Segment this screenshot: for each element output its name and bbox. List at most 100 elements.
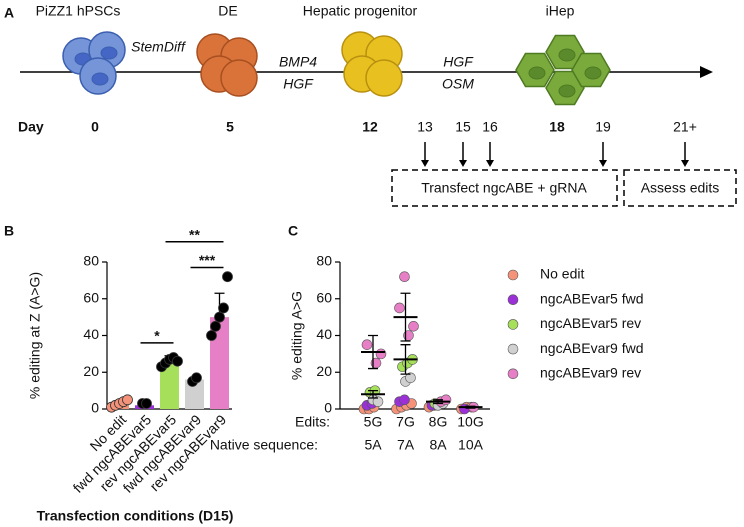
data-point bbox=[191, 372, 202, 384]
data-point bbox=[375, 348, 387, 360]
arrow-head bbox=[486, 160, 494, 167]
significance-label: *** bbox=[199, 252, 216, 268]
data-point bbox=[141, 398, 152, 409]
day-number: 12 bbox=[362, 119, 378, 135]
bar bbox=[185, 379, 204, 409]
native-label: 5A bbox=[364, 437, 382, 453]
data-point bbox=[122, 394, 133, 406]
y-axis-label: % editing A>G bbox=[289, 291, 305, 380]
panel-label: B bbox=[4, 223, 14, 239]
row-label: Edits: bbox=[295, 414, 330, 430]
y-tick-label: 80 bbox=[83, 253, 99, 269]
error-bar bbox=[433, 399, 443, 405]
day-number: 0 bbox=[91, 119, 99, 135]
arrow-head bbox=[681, 160, 689, 167]
nucleus bbox=[91, 72, 109, 86]
significance-label: * bbox=[154, 328, 160, 344]
nucleus bbox=[584, 66, 602, 80]
legend-marker bbox=[507, 294, 519, 306]
arrow-head bbox=[459, 160, 467, 167]
error-bar bbox=[400, 292, 411, 342]
y-tick-label: 0 bbox=[91, 400, 99, 416]
stage-label: iHep bbox=[546, 3, 575, 19]
factor-label: StemDiff bbox=[131, 39, 187, 55]
error-bar bbox=[368, 389, 378, 399]
day-number: 13 bbox=[417, 119, 433, 135]
day-number: 5 bbox=[226, 119, 234, 135]
native-label: 10A bbox=[458, 437, 484, 453]
factor-label: BMP4 bbox=[279, 54, 317, 70]
y-tick-label: 0 bbox=[324, 400, 332, 416]
data-point bbox=[408, 321, 419, 332]
y-axis-label: % editing at Z (A>G) bbox=[27, 272, 43, 399]
legend-marker bbox=[507, 368, 519, 380]
cell bbox=[365, 59, 403, 97]
bar bbox=[160, 361, 179, 409]
arrow-head bbox=[421, 160, 429, 167]
cell bbox=[220, 59, 258, 97]
error-bar bbox=[465, 405, 476, 409]
factor-label: HGF bbox=[443, 54, 474, 70]
legend-label: ngcABEvar5 fwd bbox=[540, 290, 644, 306]
x-tick-label: 7G bbox=[396, 414, 415, 430]
native-label: 8A bbox=[429, 437, 447, 453]
data-point bbox=[361, 339, 373, 350]
data-point bbox=[459, 403, 470, 415]
y-tick-label: 20 bbox=[316, 363, 332, 379]
legend-label: ngcABEvar9 rev bbox=[540, 365, 641, 381]
data-point bbox=[394, 302, 405, 314]
data-point bbox=[172, 355, 183, 367]
y-tick-label: 20 bbox=[83, 363, 99, 379]
x-tick-label: 10G bbox=[457, 414, 483, 430]
x-tick-label: 8G bbox=[429, 414, 448, 430]
data-point bbox=[405, 372, 416, 384]
data-point bbox=[399, 394, 410, 406]
data-point bbox=[399, 271, 410, 283]
legend-label: ngcABEvar9 fwd bbox=[540, 340, 644, 356]
arrow-head bbox=[599, 160, 607, 167]
legend-marker bbox=[507, 343, 519, 355]
significance-label: ** bbox=[189, 226, 200, 242]
nucleus bbox=[100, 46, 118, 60]
error-bar bbox=[368, 334, 378, 370]
y-tick-label: 60 bbox=[316, 289, 332, 305]
box-label: Transfect ngcABE + gRNA bbox=[421, 180, 587, 196]
timeline-arrow bbox=[700, 66, 713, 78]
dashed-box bbox=[623, 169, 737, 207]
dashed-box bbox=[391, 169, 618, 207]
data-point bbox=[218, 302, 229, 314]
panel-label: C bbox=[288, 223, 298, 239]
panel-label: A bbox=[4, 5, 14, 21]
native-label: 7A bbox=[397, 437, 415, 453]
data-point bbox=[372, 396, 384, 407]
box-label: Assess edits bbox=[641, 180, 720, 196]
legend-label: ngcABEvar5 rev bbox=[540, 315, 641, 331]
y-tick-label: 80 bbox=[316, 253, 332, 269]
nucleus bbox=[528, 66, 546, 80]
nucleus bbox=[558, 84, 576, 98]
stage-label: Hepatic progenitor bbox=[303, 3, 418, 19]
data-point bbox=[214, 311, 225, 323]
data-point bbox=[210, 320, 221, 332]
x-axis-label: Transfection conditions (D15) bbox=[37, 508, 234, 524]
day-label: Day bbox=[18, 119, 44, 135]
y-tick-label: 40 bbox=[83, 326, 99, 342]
error-bar bbox=[400, 344, 411, 375]
legend-marker bbox=[507, 319, 519, 330]
y-tick-label: 60 bbox=[83, 289, 99, 305]
y-tick-label: 40 bbox=[316, 326, 332, 342]
day-number: 18 bbox=[549, 119, 565, 135]
stage-label: DE bbox=[218, 3, 237, 19]
day-number: 15 bbox=[455, 119, 471, 135]
bar bbox=[210, 317, 229, 409]
legend-marker bbox=[507, 269, 519, 281]
day-number: 16 bbox=[482, 119, 498, 135]
stage-label: PiZZ1 hPSCs bbox=[36, 3, 121, 19]
x-tick-label: 5G bbox=[364, 414, 383, 430]
nucleus bbox=[558, 48, 576, 62]
legend-label: No edit bbox=[540, 266, 584, 282]
day-number: 21+ bbox=[673, 119, 697, 135]
factor-label: HGF bbox=[283, 76, 314, 92]
data-point bbox=[206, 330, 217, 341]
